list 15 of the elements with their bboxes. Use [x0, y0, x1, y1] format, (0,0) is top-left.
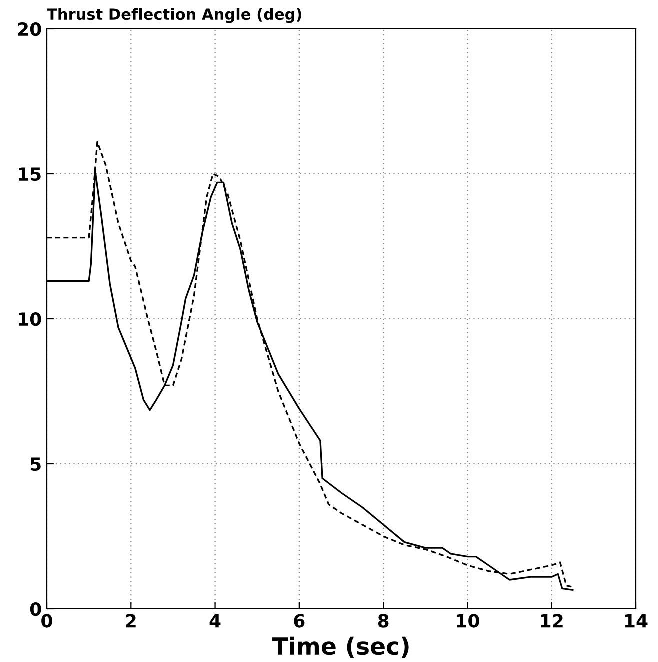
- y-tick-label: 5: [30, 458, 41, 472]
- x-tick-label: 4: [210, 614, 221, 628]
- x-tick-label: 14: [625, 614, 648, 628]
- y-tick-label: 15: [19, 168, 41, 182]
- y-tick-label: 0: [30, 602, 42, 616]
- x-tick-label: 8: [378, 614, 389, 628]
- chart-title: Thrust Deflection Angle (deg): [47, 8, 302, 24]
- x-axis-title: Time (sec): [272, 636, 409, 658]
- x-tick-label: 2: [126, 614, 136, 628]
- y-tick-label: 20: [18, 22, 42, 36]
- y-tick-label: 10: [19, 312, 42, 326]
- x-tick-label: 0: [42, 614, 52, 628]
- x-tick-label: 12: [541, 614, 563, 628]
- x-tick-label: 6: [294, 614, 305, 628]
- x-tick-label: 10: [457, 614, 480, 628]
